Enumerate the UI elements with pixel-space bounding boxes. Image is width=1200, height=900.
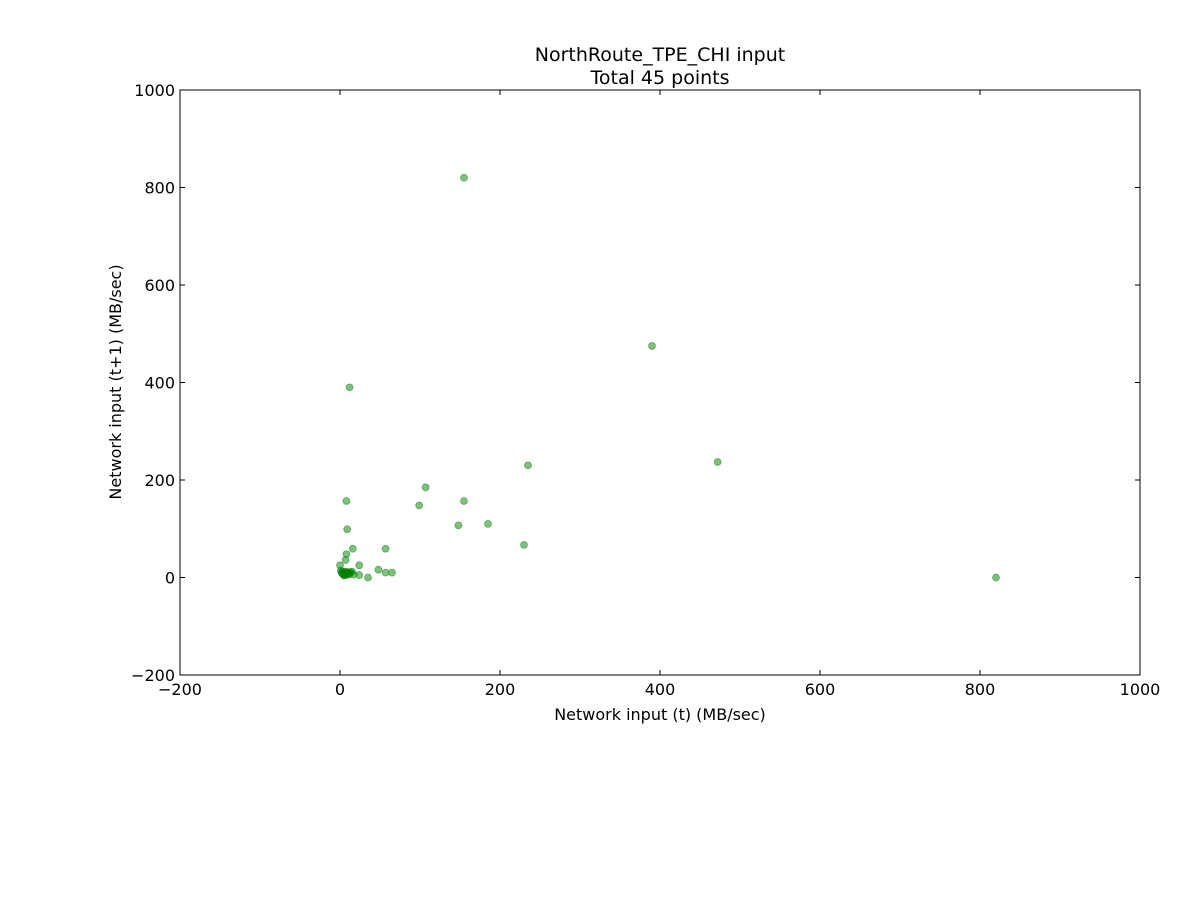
data-point (364, 573, 372, 582)
y-axis-ticks: −200 0 200 400 600 800 1000 (131, 81, 1140, 685)
data-point (355, 561, 364, 570)
x-tick-label: 600 (805, 680, 836, 699)
x-tick-label: 0 (335, 680, 345, 699)
y-tick-label: 0 (165, 569, 175, 588)
y-tick-label: 1000 (134, 81, 175, 100)
data-point (460, 497, 468, 505)
x-axis-ticks: −200 0 200 400 600 800 1000 (158, 90, 1160, 699)
data-point (713, 458, 722, 466)
x-tick-label: 400 (645, 680, 676, 699)
data-point (345, 383, 354, 392)
data-point (484, 519, 492, 528)
x-axis-label: Network input (t) (MB/sec) (554, 705, 766, 724)
data-point (381, 568, 390, 577)
y-tick-label: −200 (131, 666, 175, 685)
data-point (454, 521, 463, 530)
x-tick-label: 200 (485, 680, 516, 699)
y-tick-label: 400 (144, 374, 175, 393)
data-point (343, 525, 352, 534)
y-axis-label: Network input (t+1) (MB/sec) (106, 264, 125, 499)
data-point (342, 497, 351, 505)
y-tick-label: 600 (144, 276, 175, 295)
chart-subtitle: Total 45 points (590, 67, 730, 89)
x-tick-label: 800 (965, 680, 996, 699)
data-point (421, 483, 430, 492)
x-tick-label: −200 (158, 680, 202, 699)
data-points (336, 173, 1000, 582)
data-point (520, 540, 528, 549)
data-point (415, 501, 424, 510)
data-point (374, 565, 383, 574)
y-tick-label: 800 (144, 179, 175, 198)
data-point (648, 342, 656, 350)
data-point (348, 544, 357, 553)
data-point (381, 544, 390, 553)
y-tick-label: 200 (144, 471, 175, 490)
data-point (343, 569, 352, 578)
data-point (388, 568, 396, 577)
data-point (524, 461, 532, 470)
data-point (992, 573, 1000, 582)
data-point (460, 173, 468, 182)
data-point (341, 556, 350, 564)
data-point (355, 571, 364, 579)
x-tick-label: 1000 (1120, 680, 1161, 699)
chart-title: NorthRoute_TPE_CHI input (535, 44, 785, 66)
